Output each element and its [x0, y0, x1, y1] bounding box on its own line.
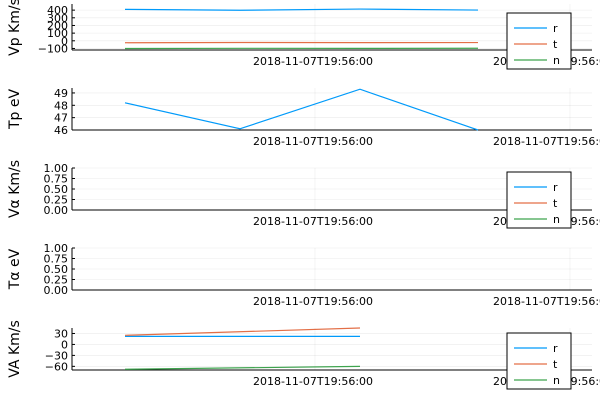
y-tick-label: −100 — [38, 42, 68, 55]
legend: rtn — [506, 171, 572, 229]
y-tick-label: 0.50 — [44, 183, 69, 196]
y-tick-label: 49 — [54, 87, 68, 100]
y-tick-label: 1.00 — [44, 162, 69, 175]
panel-3: 0.000.250.500.751.002018-11-07T19:56:002… — [7, 160, 600, 229]
y-tick-label: 0.00 — [44, 284, 69, 297]
y-axis-label: Tp eV — [7, 89, 23, 131]
panel-4: 0.000.250.500.751.00 2018-11-07T19:56:00 2… — [7, 242, 600, 308]
legend-label-t: t — [553, 197, 558, 210]
y-tick-label: −60 — [45, 360, 68, 373]
y-tick-label: 30 — [54, 327, 68, 340]
series-line-t — [124, 327, 361, 336]
legend-label-t: t — [553, 358, 558, 371]
y-tick-label: 0 — [61, 338, 68, 351]
legend: rtn — [506, 332, 572, 390]
y-tick-label: 100 — [47, 27, 68, 40]
y-tick-label: 200 — [47, 19, 68, 32]
panel-1: −10001002003004002018-11-07T19:56:002018… — [7, 0, 600, 70]
legend-label-n: n — [553, 374, 560, 387]
y-tick-label: 0 — [61, 35, 68, 48]
x-tick-label: 2018-11-07T19:56:00 — [253, 215, 373, 228]
panel-5: −60−300302018-11-07T19:56:002018-11-07T1… — [7, 320, 600, 390]
y-tick-label: 48 — [54, 99, 68, 112]
x-tick-label: 2018-11-07T19:56:00 — [253, 375, 373, 388]
x-tick-label: 2018-11-07T19:56:00 — [253, 295, 373, 308]
y-tick-label: 0.75 — [44, 173, 69, 186]
y-axis-label: Tα eV — [7, 248, 23, 290]
series-line-n — [124, 365, 361, 370]
y-tick-label: 1.00 — [44, 242, 69, 255]
legend-label-r: r — [553, 342, 558, 355]
x-tick-label: 2018-11-07T19:56:00 — [253, 135, 373, 148]
legend-label-t: t — [553, 38, 558, 51]
y-tick-label: 0.00 — [44, 204, 69, 217]
y-tick-label: 0.25 — [44, 194, 69, 207]
y-tick-label: 0.25 — [44, 274, 69, 287]
legend-label-n: n — [553, 54, 560, 67]
y-axis-label: Vα Km/s — [7, 160, 23, 218]
legend-label-r: r — [553, 22, 558, 35]
y-tick-label: 46 — [54, 124, 68, 137]
legend-label-r: r — [553, 181, 558, 194]
y-tick-label: 47 — [54, 112, 68, 125]
y-tick-label: −30 — [45, 349, 68, 362]
y-axis-label: VA Km/s — [7, 320, 23, 378]
y-tick-label: 0.50 — [44, 263, 69, 276]
series-line-main — [124, 88, 479, 131]
x-tick-label: 2018-11-07T19:56:00 — [253, 55, 373, 68]
legend: rtn — [506, 12, 572, 70]
y-axis-label: Vp Km/s — [7, 0, 23, 56]
y-tick-label: 300 — [47, 12, 68, 25]
series-line-r — [124, 8, 479, 11]
legend-label-n: n — [553, 213, 560, 226]
legend-box — [506, 171, 572, 229]
x-tick-label: 2018-11-07T19:56:00 — [493, 135, 600, 148]
y-tick-label: 0.75 — [44, 253, 69, 266]
y-tick-label: 400 — [47, 4, 68, 17]
x-tick-label: 2018-11-07T19:56:00 — [493, 295, 600, 308]
